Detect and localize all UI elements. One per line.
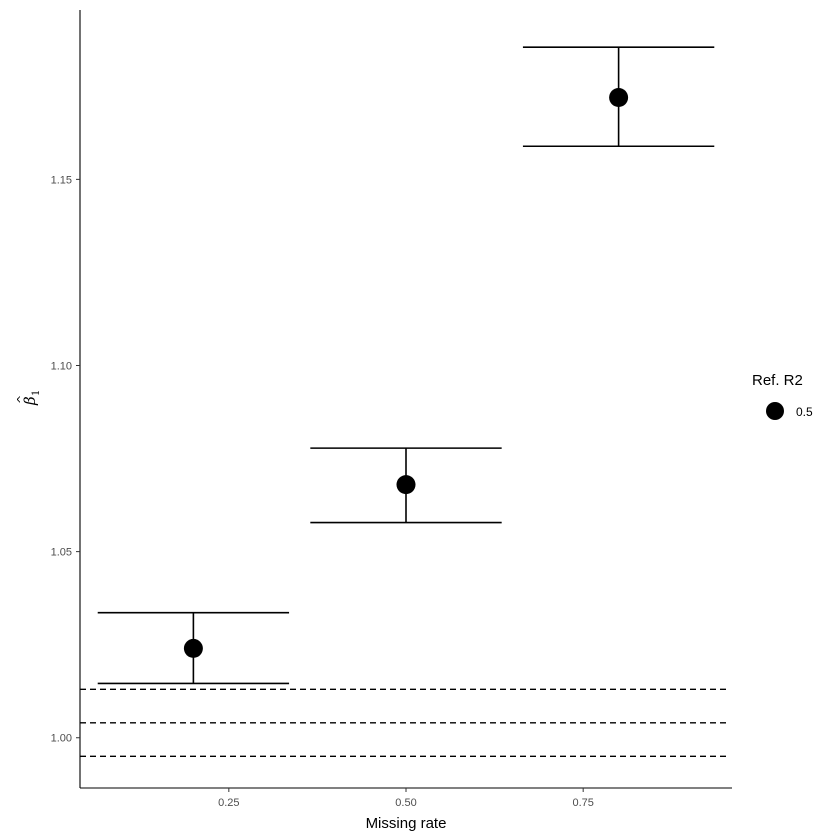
x-axis-ticks: 0.25 0.50 0.75: [218, 788, 594, 809]
y-tick-label: 1.10: [51, 360, 72, 372]
data-point: [183, 638, 203, 658]
y-axis-title-hat: ^: [15, 395, 28, 404]
y-axis-title-subscript: 1: [31, 390, 42, 396]
y-tick-label: 1.00: [51, 733, 72, 745]
y-tick-label: 1.05: [51, 547, 72, 559]
x-axis-title: Missing rate: [366, 815, 447, 832]
y-axis-title: β ^ 1: [15, 390, 42, 406]
data-point: [396, 475, 416, 495]
legend: Ref. R2 0.5: [752, 372, 813, 420]
legend-key-point: [766, 402, 784, 420]
y-axis-ticks: 1.00 1.05 1.10 1.15: [51, 174, 80, 745]
data-points: [183, 87, 629, 658]
data-point: [609, 87, 629, 107]
x-tick-label: 0.75: [572, 797, 593, 809]
reference-lines: [80, 688, 728, 758]
x-tick-label: 0.50: [395, 797, 416, 809]
legend-entry-label: 0.5: [796, 405, 813, 419]
error-bars: [97, 46, 715, 685]
legend-title: Ref. R2: [752, 372, 803, 389]
y-axis-title-symbol: β: [21, 396, 39, 406]
x-tick-label: 0.25: [218, 797, 239, 809]
y-tick-label: 1.15: [51, 174, 72, 186]
